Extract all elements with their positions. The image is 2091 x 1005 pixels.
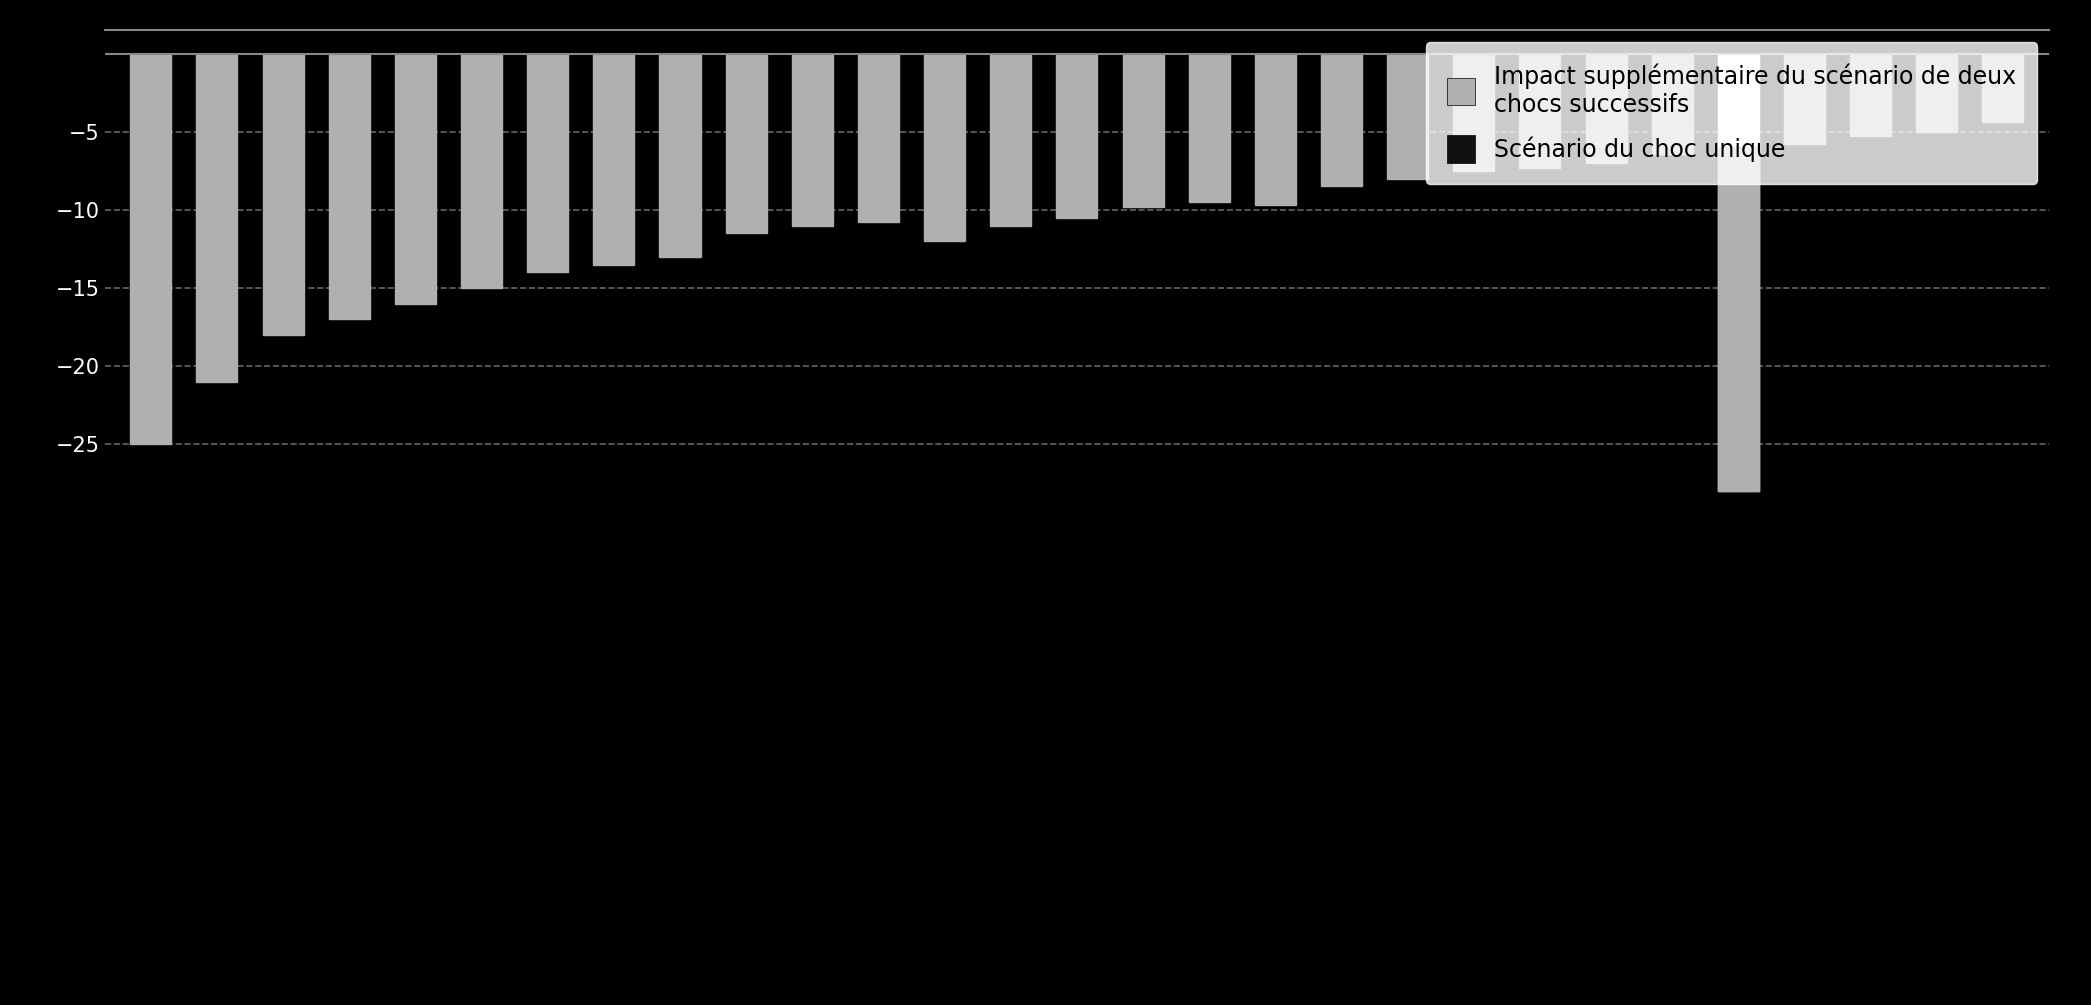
Bar <box>1255 53 1296 205</box>
Bar <box>792 53 832 225</box>
Bar <box>659 53 700 257</box>
Bar <box>197 53 238 382</box>
Bar <box>1188 53 1230 202</box>
Bar <box>1915 53 1957 132</box>
Bar <box>1784 53 1825 145</box>
Bar <box>395 53 435 304</box>
Bar <box>1520 53 1560 168</box>
Bar <box>462 53 502 288</box>
Bar <box>1386 53 1428 179</box>
Bar <box>924 53 966 241</box>
Bar <box>1056 53 1098 218</box>
Bar <box>857 53 899 222</box>
Bar <box>1453 53 1495 171</box>
Legend: Impact supplémentaire du scénario de deux
chocs successifs, Scénario du choc uni: Impact supplémentaire du scénario de deu… <box>1426 42 2037 184</box>
Bar <box>1585 53 1627 163</box>
Bar <box>263 53 303 335</box>
Bar <box>1982 53 2024 123</box>
Bar <box>130 53 171 444</box>
Bar <box>594 53 634 264</box>
Bar <box>527 53 569 272</box>
Bar <box>1851 53 1890 137</box>
Bar <box>1123 53 1163 207</box>
Bar <box>328 53 370 320</box>
Bar <box>991 53 1031 225</box>
Bar <box>1652 53 1694 154</box>
Bar <box>1322 53 1361 187</box>
Bar <box>1719 148 1759 491</box>
Bar <box>1719 53 1759 491</box>
Bar <box>726 53 767 233</box>
